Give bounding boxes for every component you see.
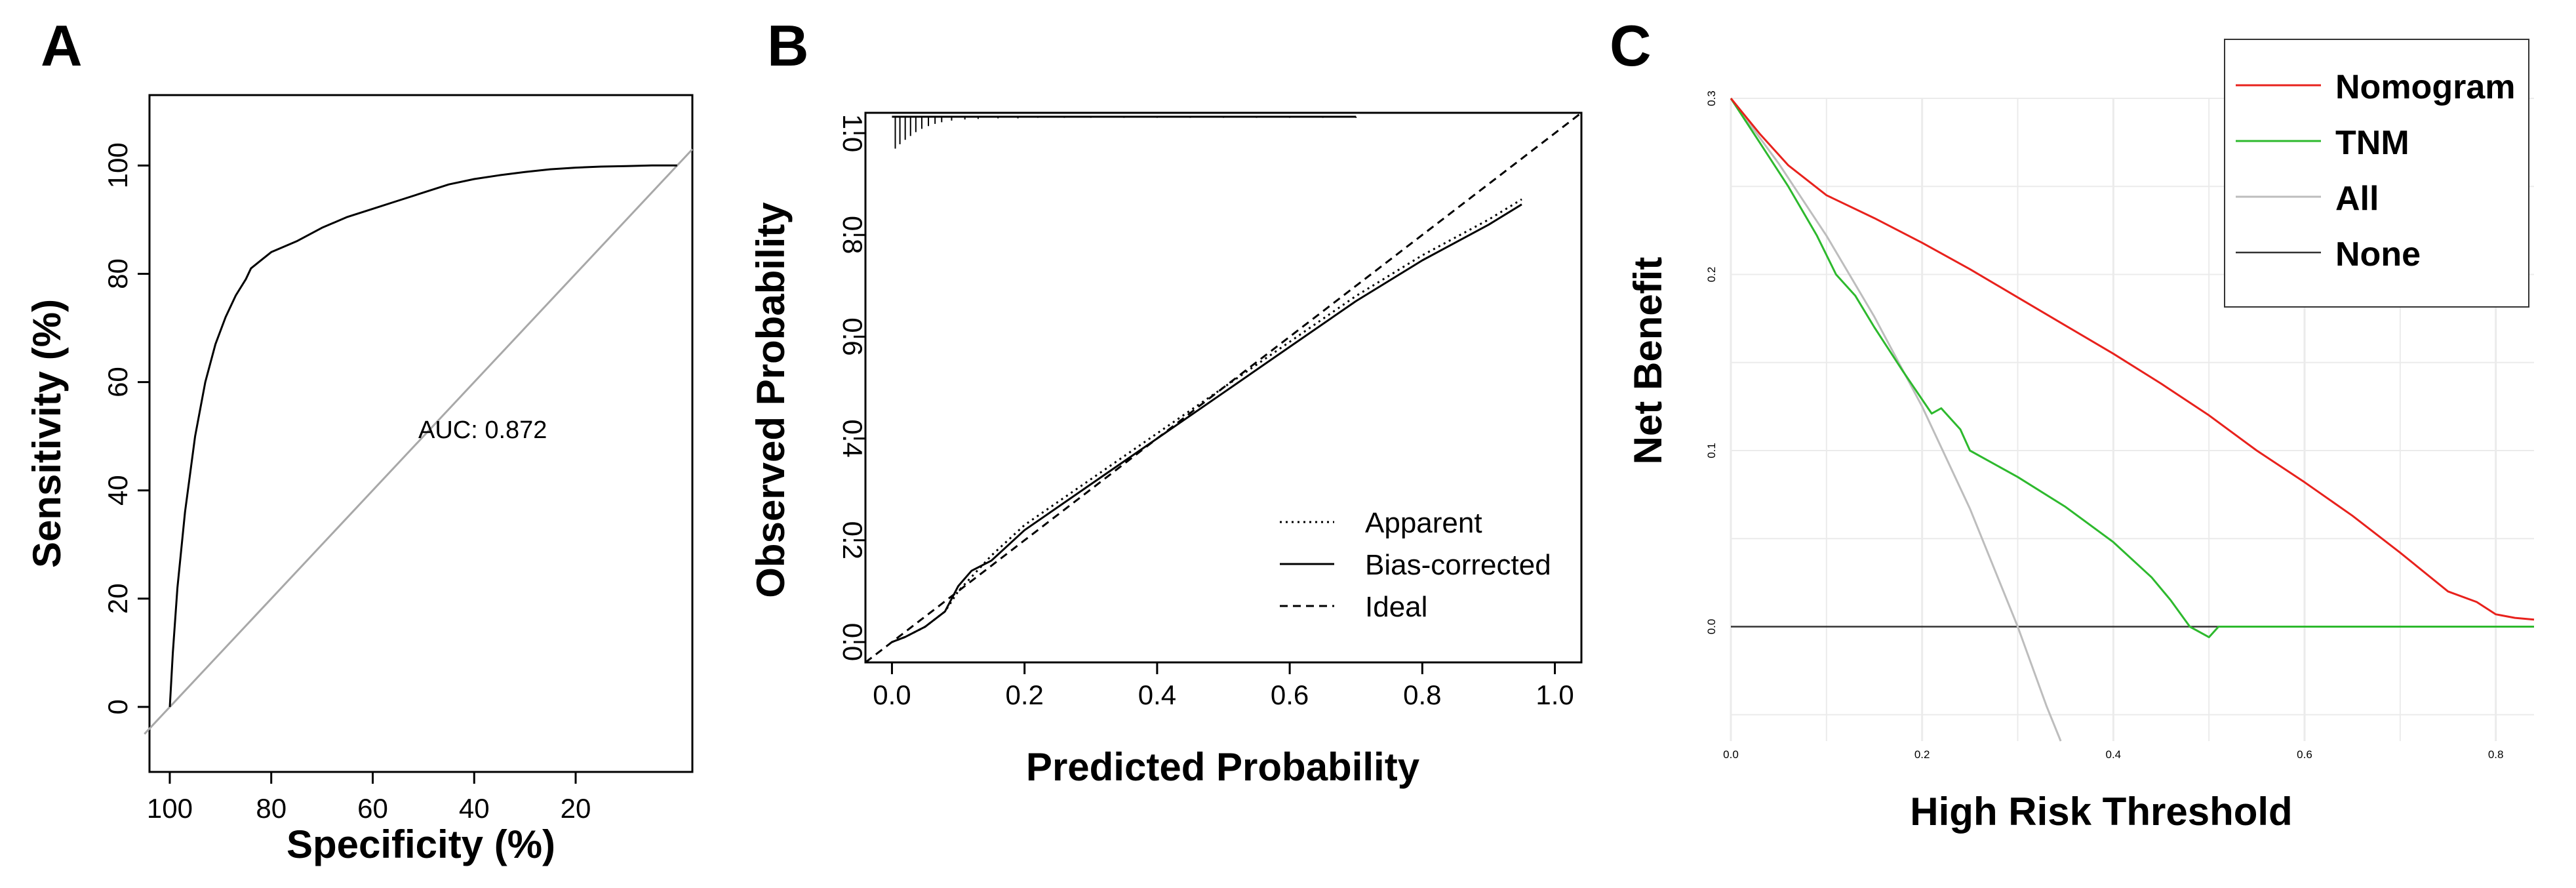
legend-bias-corrected-label: Bias-corrected xyxy=(1365,549,1551,581)
panel-b-y-tick-label: 0.0 xyxy=(837,623,868,661)
calibration-apparent-line xyxy=(891,198,1522,643)
panel-a-x-tick-label: 20 xyxy=(561,793,591,824)
panel-c-x-title: High Risk Threshold xyxy=(1910,790,2292,834)
panel-a-x-axis: 100 80 60 40 20 xyxy=(147,771,591,824)
panel-c-y-tick-label: 0.0 xyxy=(1705,619,1718,635)
panel-b-x-tick-label: 1.0 xyxy=(1536,679,1574,710)
panel-b-y-tick-label: 0.8 xyxy=(837,216,868,254)
panel-b: B 0.0 0.2 0.4 0.6 0.8 1.0 0.00.20.40.60.81.0 … xyxy=(749,13,1583,789)
dca-tnm-line xyxy=(1730,98,2534,639)
panel-a-y-tick-label: 40 xyxy=(102,475,133,506)
panel-c-x-tick-label: 0.0 xyxy=(1723,748,1739,761)
panel-c-x-tick-label: 0.8 xyxy=(2488,748,2504,761)
panel-b-x-axis: 0.0 0.2 0.4 0.6 0.8 1.0 xyxy=(873,662,1574,710)
panel-a-y-tick-label: 0 xyxy=(102,699,133,714)
roc-curve xyxy=(168,164,677,707)
auc-annotation: AUC: 0.872 xyxy=(418,416,547,444)
legend-tnm-label: TNM xyxy=(2335,124,2409,162)
panel-b-y-tick-label: 1.0 xyxy=(837,114,868,152)
panel-a-x-tick-label: 80 xyxy=(256,793,287,824)
panel-c-x-tick-label: 0.2 xyxy=(1914,748,1930,761)
panel-a-series xyxy=(144,148,694,735)
legend-ideal-label: Ideal xyxy=(1365,591,1427,623)
panel-b-y-axis: 0.0 0.2 0.4 0.6 0.8 1.0 xyxy=(837,114,868,661)
panel-a-y-title: Sensitivity (%) xyxy=(25,299,69,568)
panel-b-x-tick-label: 0.0 xyxy=(873,679,911,710)
legend-apparent-label: Apparent xyxy=(1365,507,1482,539)
panel-a-letter: A xyxy=(41,13,83,78)
calibration-ideal-line xyxy=(865,111,1582,664)
panel-a-y-tick-label: 80 xyxy=(102,258,133,289)
panel-b-x-tick-label: 0.2 xyxy=(1005,679,1043,710)
panel-b-y-title: Observed Probability xyxy=(749,202,793,598)
legend-all-label: All xyxy=(2335,180,2379,218)
panel-a-x-tick-label: 100 xyxy=(147,793,193,824)
panel-c-x-tick-label: 0.6 xyxy=(2297,748,2312,761)
panel-a-x-tick-label: 60 xyxy=(357,793,388,824)
panel-b-x-tick-label: 0.6 xyxy=(1271,679,1309,710)
panel-b-y-tick-label: 0.2 xyxy=(837,521,868,559)
panel-c-y-axis: 0.0 0.1 0.2 0.3 xyxy=(1705,91,1718,634)
panel-b-x-title: Predicted Probability xyxy=(1026,745,1420,789)
panel-b-x-tick-label: 0.4 xyxy=(1138,679,1176,710)
panel-c-x-axis: 0.0 0.2 0.4 0.6 0.8 xyxy=(1723,748,2503,761)
panel-c-series xyxy=(1730,98,2535,742)
panel-c-y-tick-label: 0.2 xyxy=(1705,267,1718,283)
panel-a-y-tick-label: 60 xyxy=(102,367,133,397)
panel-a-y-axis: 0 20 40 60 80 100 xyxy=(102,142,151,715)
panel-c-x-tick-label: 0.4 xyxy=(2106,748,2122,761)
panel-a-x-tick-label: 40 xyxy=(459,793,490,824)
legend-none-label: None xyxy=(2335,235,2421,273)
calibration-bias-corrected-line xyxy=(891,203,1522,643)
panel-c-y-tick-label: 0.3 xyxy=(1705,91,1718,106)
dca-all-line xyxy=(1730,98,2062,742)
panel-b-x-tick-label: 0.8 xyxy=(1403,679,1441,710)
panel-a-y-tick-label: 20 xyxy=(102,583,133,614)
panel-c-legend-box xyxy=(2224,39,2529,308)
roc-reference-line xyxy=(144,148,694,735)
panel-b-rug xyxy=(892,115,1357,149)
panel-b-y-tick-label: 0.6 xyxy=(837,317,868,355)
panel-a-x-title: Specificity (%) xyxy=(287,822,555,866)
panel-c-legend: Nomogram TNM All None xyxy=(2224,39,2529,308)
panel-b-y-tick-label: 0.4 xyxy=(837,419,868,457)
panel-a-y-tick-label: 100 xyxy=(102,142,133,188)
panel-c-y-tick-label: 0.1 xyxy=(1705,443,1718,458)
panel-b-legend: Apparent Bias-corrected Ideal xyxy=(1280,507,1551,623)
panel-c-letter: C xyxy=(1610,13,1652,78)
dca-nomogram-line xyxy=(1730,98,2535,621)
panel-c-y-title: Net Benefit xyxy=(1626,257,1670,465)
legend-nomogram-label: Nomogram xyxy=(2335,68,2515,106)
panel-b-plot-frame xyxy=(864,111,1583,664)
panel-b-series xyxy=(865,111,1582,664)
panel-a: A 100 80 60 40 20 0 20 40 60 80 100 AUC: 0.872 Sp… xyxy=(25,13,694,866)
panel-c: C 0.0 0.2 0.4 0.6 0.8 0.0 0.1 0.2 0.3 Nomogram … xyxy=(1610,13,2535,834)
panel-b-letter: B xyxy=(767,13,809,78)
